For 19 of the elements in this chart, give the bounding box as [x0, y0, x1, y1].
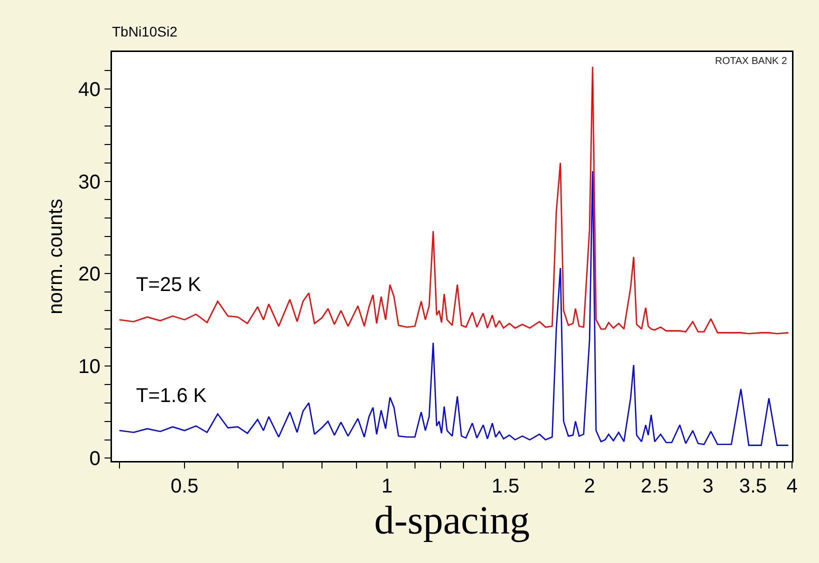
y-tick-label: 0	[89, 448, 100, 470]
x-tick-label: 1	[381, 476, 393, 498]
y-axis-title: norm. counts	[45, 198, 67, 314]
y-tick-label: 20	[78, 264, 100, 286]
x-tick-label: 1.5	[492, 476, 520, 498]
y-tick-label: 40	[78, 78, 100, 101]
x-tick-label: 2.5	[640, 476, 669, 498]
x-tick-label: 3.5	[739, 476, 767, 498]
y-tick-label: 30	[78, 171, 100, 194]
x-tick-label: 4	[786, 476, 798, 498]
series-label: T=25 K	[136, 274, 202, 296]
chart-title: TbNi10Si2	[112, 24, 178, 40]
x-tick-label: 0.5	[170, 476, 198, 498]
x-tick-label: 2	[584, 476, 596, 498]
y-tick-label: 10	[78, 356, 100, 378]
x-axis-title: d-spacing	[374, 498, 530, 542]
annotation: ROTAX BANK 2	[715, 56, 788, 67]
series-label: T=1.6 K	[136, 385, 208, 407]
x-tick-label: 3	[702, 476, 714, 498]
